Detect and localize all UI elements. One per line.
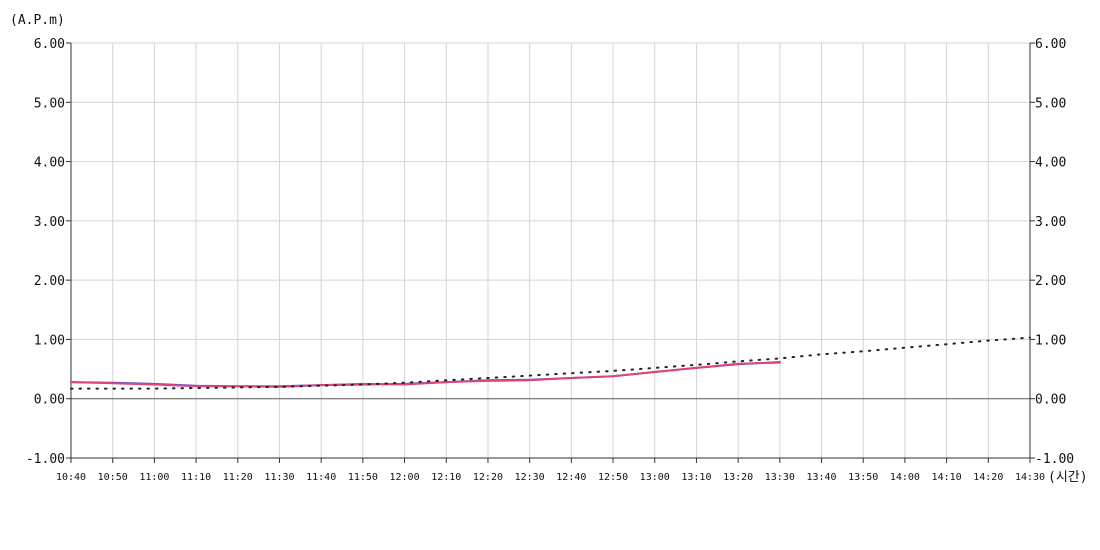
x-tick-label: 11:10 (181, 472, 211, 483)
x-tick-label: 10:40 (56, 472, 86, 483)
left-y-tick-label: 0.00 (34, 393, 65, 408)
x-tick-label: 14:10 (932, 472, 962, 483)
series-line-2 (70, 361, 781, 388)
x-tick-label: 12:50 (598, 472, 628, 483)
x-tick-label: 13:10 (681, 472, 711, 483)
left-y-tick-label: -1.00 (26, 452, 65, 467)
right-y-tick-label: 0.00 (1035, 393, 1066, 408)
x-tick-label: 11:50 (348, 472, 378, 483)
right-y-tick-label: -1.00 (1035, 452, 1074, 467)
y-axis-unit-label: (A.P.m) (10, 13, 65, 28)
left-y-tick-label: 5.00 (34, 96, 65, 111)
series-lines (70, 336, 1031, 390)
x-tick-label: 11:00 (139, 472, 169, 483)
right-y-tick-label: 6.00 (1035, 37, 1066, 52)
tick-labels: 6.00 6.00 5.00 5.00 4.00 4.00 3.00 3.00 2.00 2.00… (26, 37, 1074, 483)
x-tick-label: 13:20 (723, 472, 753, 483)
x-tick-label: 13:50 (848, 472, 878, 483)
right-y-tick-label: 5.00 (1035, 96, 1066, 111)
x-tick-label: 11:20 (223, 472, 253, 483)
axes (66, 42, 1035, 463)
x-tick-label: 12:10 (431, 472, 461, 483)
x-tick-label: 14:20 (973, 472, 1003, 483)
x-tick-label: 13:00 (640, 472, 670, 483)
x-tick-label: 12:40 (556, 472, 586, 483)
x-tick-label: 14:00 (890, 472, 920, 483)
x-tick-label: 11:30 (264, 472, 294, 483)
left-y-tick-label: 1.00 (34, 333, 65, 348)
right-y-tick-label: 3.00 (1035, 215, 1066, 230)
left-y-tick-label: 2.00 (34, 274, 65, 289)
x-tick-label: 10:50 (98, 472, 128, 483)
x-axis-unit-label: (시간) (1048, 470, 1088, 485)
right-y-tick-label: 1.00 (1035, 333, 1066, 348)
grid (70, 42, 1031, 459)
x-tick-label: 12:20 (473, 472, 503, 483)
left-y-tick-label: 3.00 (34, 215, 65, 230)
right-y-tick-label: 4.00 (1035, 156, 1066, 171)
x-tick-label: 12:30 (515, 472, 545, 483)
x-tick-label: 13:30 (765, 472, 795, 483)
x-tick-label: 14:30 (1015, 472, 1045, 483)
left-y-tick-label: 6.00 (34, 37, 65, 52)
left-y-tick-label: 4.00 (34, 156, 65, 171)
x-tick-label: 11:40 (306, 472, 336, 483)
x-tick-label: 13:40 (806, 472, 836, 483)
right-y-tick-label: 2.00 (1035, 274, 1066, 289)
x-tick-label: 12:00 (390, 472, 420, 483)
series-line-3 (70, 336, 1031, 390)
